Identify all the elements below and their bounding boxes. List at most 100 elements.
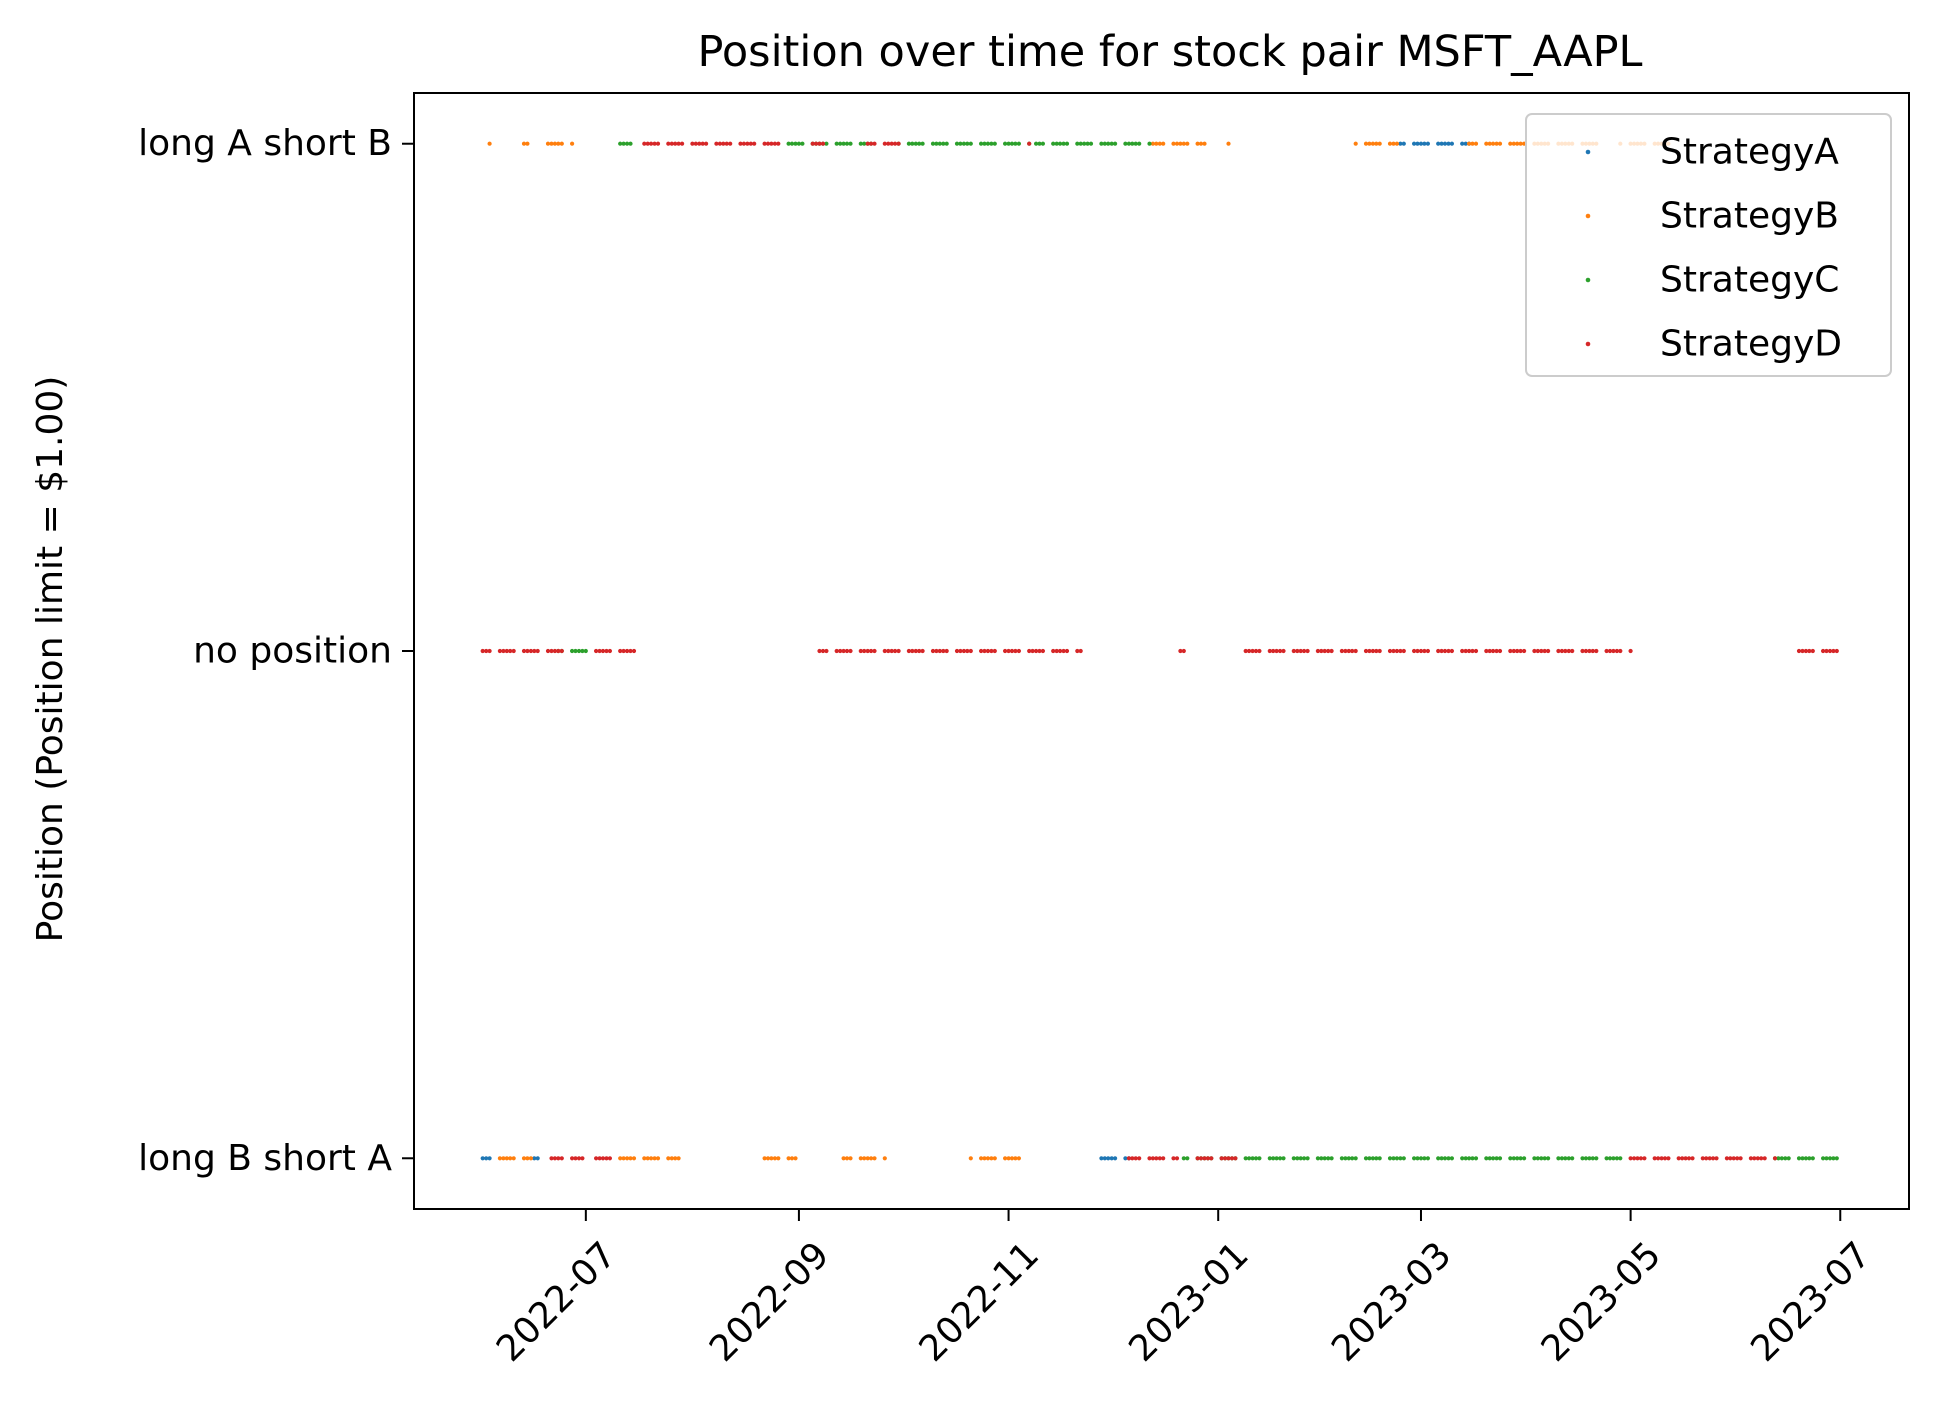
data-point [1305,648,1310,654]
data-point [1301,648,1307,654]
data-point [968,141,973,146]
data-point [1831,1156,1836,1161]
data-point [1171,1156,1176,1161]
data-point [580,648,585,654]
data-point [824,648,829,654]
data-point [504,1156,509,1161]
data-point [886,141,891,146]
data-point [1198,1156,1204,1161]
data-point [1401,141,1406,146]
data-point [1796,648,1802,654]
data-point [1006,1156,1011,1161]
data-point [1157,141,1162,146]
data-point [1803,1156,1808,1161]
y-axis-label: Position (Position limit = $1.00) [30,376,71,943]
data-point [631,1156,637,1161]
legend-marker [1585,341,1591,347]
data-point [1628,1156,1633,1161]
data-point [1363,1156,1369,1161]
data-point [1494,141,1499,146]
data-point [1126,1156,1131,1161]
data-point [1394,648,1399,654]
data-point [1343,1156,1348,1161]
data-point [838,141,843,146]
data-point [868,1156,874,1161]
data-point [1346,1156,1351,1161]
data-point [1353,1156,1358,1161]
data-point [618,141,623,146]
data-point [1205,1156,1210,1161]
data-point [1652,1156,1657,1161]
data-point [872,1156,877,1161]
data-point [1539,1156,1544,1161]
data-point [1508,648,1513,654]
data-point [1425,1156,1430,1161]
data-point [917,141,922,146]
data-point [844,141,850,146]
data-point [1202,1156,1207,1161]
data-point [1542,1156,1547,1161]
data-point [535,648,540,654]
data-point [1030,648,1035,654]
data-point [552,648,558,654]
data-point [1329,648,1334,654]
data-point [556,1156,561,1161]
data-point [532,1156,537,1161]
data-point [1181,1156,1186,1161]
data-point [1174,1156,1180,1161]
data-point [1786,1156,1791,1161]
data-point [762,1156,767,1161]
data-point [1518,1156,1523,1161]
data-point [1556,648,1561,654]
data-point [765,141,771,146]
data-point [600,648,606,654]
data-point [669,1156,674,1161]
data-point [1831,648,1836,654]
data-point [906,648,912,654]
data-point [697,141,702,146]
data-point [1102,141,1107,146]
data-point [690,141,695,146]
data-point [865,1156,870,1161]
data-point [1130,141,1135,146]
data-point [965,141,970,146]
data-point [655,1156,661,1161]
data-point [1051,141,1056,146]
data-point [841,1156,846,1161]
data-point [1377,141,1382,146]
data-point [738,141,743,146]
data-point [1442,141,1448,146]
data-point [789,1156,795,1161]
data-point [1810,648,1815,654]
data-point [848,648,853,654]
data-point [954,141,960,146]
data-point [992,141,997,146]
data-point [1473,141,1479,146]
data-point [1618,648,1623,654]
data-point [1367,1156,1372,1161]
data-point [628,1156,633,1161]
data-point [1518,141,1523,146]
data-point [645,141,650,146]
data-point [1157,1156,1162,1161]
data-point [1016,1156,1022,1161]
data-point [1154,1156,1159,1161]
data-point [621,141,626,146]
data-point [576,1156,582,1161]
data-point [511,648,516,654]
data-point [1466,648,1472,654]
data-point [889,648,894,654]
data-point [1174,141,1180,146]
data-point [1508,1156,1513,1161]
data-point [896,648,901,654]
data-point [1700,1156,1705,1161]
data-point [1295,648,1300,654]
data-point [1250,648,1255,654]
data-point [1411,648,1417,654]
data-point [1487,141,1492,146]
data-point [1470,1156,1475,1161]
data-point [848,1156,853,1161]
data-point [1490,648,1496,654]
data-point [1253,648,1259,654]
